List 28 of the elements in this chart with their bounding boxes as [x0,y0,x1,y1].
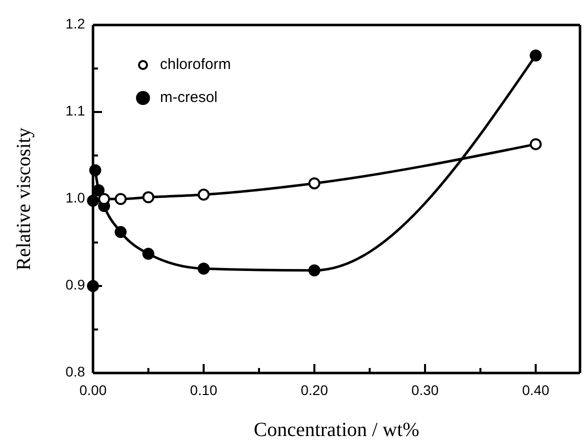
point [87,280,99,292]
point [142,248,154,260]
x-tick-label: 0.30 [411,382,439,398]
point [89,164,102,176]
y-tick-label: 1.2 [66,16,86,32]
point [530,49,542,62]
legend-label: m-cresol [160,88,218,106]
y-tick-label: 0.9 [66,276,86,293]
y-tick-label: 0.8 [66,364,86,380]
point [530,138,542,150]
legend-label: chloroform [160,56,231,73]
point [198,262,210,275]
point [114,226,127,238]
x-tick-label: 0.00 [79,382,107,398]
y-axis-title: Relative viscosity [13,128,35,270]
x-tick-label: 0.40 [522,382,550,398]
point [92,184,105,196]
y-tick-label: 1.1 [66,102,86,119]
x-axis-title: Concentration / wt% [254,419,420,441]
x-tick-label: 0.10 [190,382,218,398]
y-tick-label: 1.0 [66,190,86,206]
point [142,191,154,204]
point [114,193,127,205]
point [87,194,99,207]
point [308,264,320,276]
point [308,177,320,190]
point [198,188,210,201]
x-tick-label: 0.20 [300,382,328,398]
